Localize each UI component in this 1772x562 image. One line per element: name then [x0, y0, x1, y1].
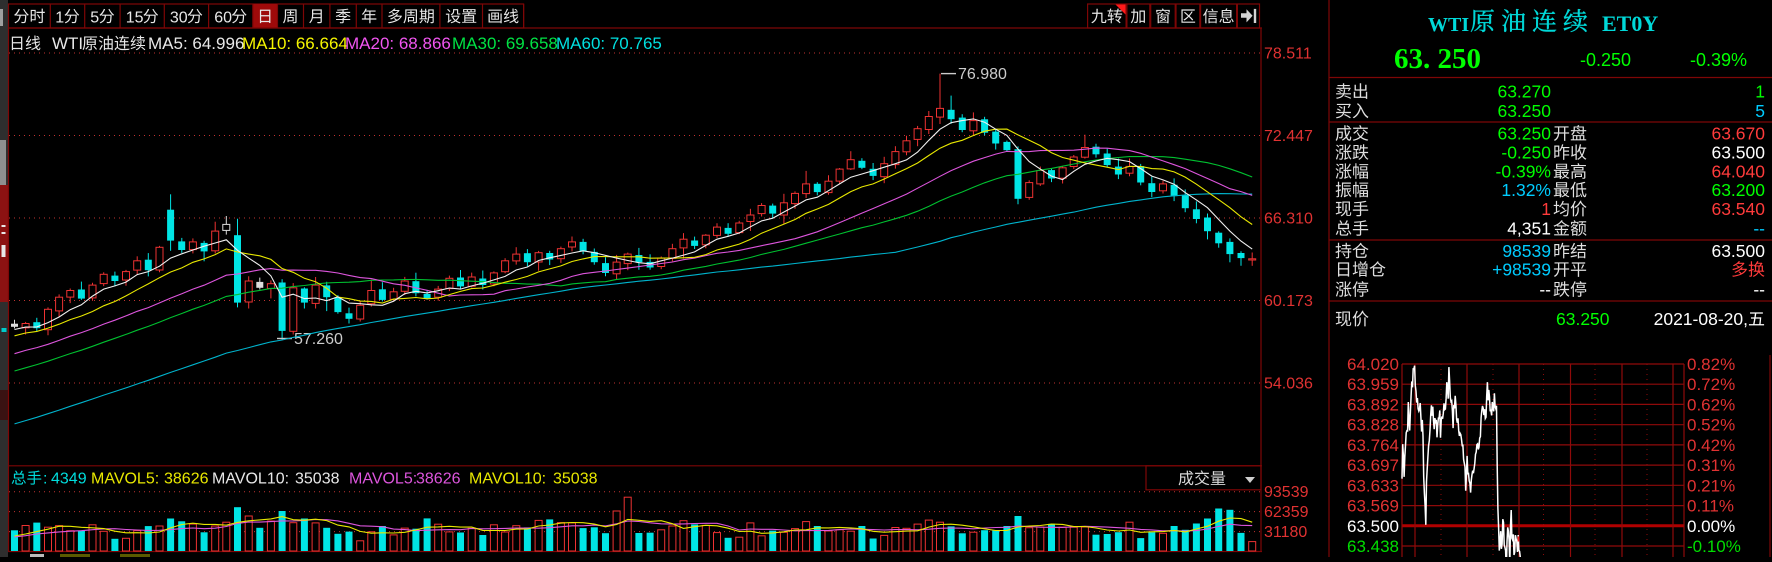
- svg-text:WTI: WTI: [52, 34, 83, 53]
- svg-text:5: 5: [90, 10, 99, 27]
- svg-text:60: 60: [214, 10, 232, 27]
- svg-text:63.438: 63.438: [1347, 537, 1399, 556]
- svg-text:0.72%: 0.72%: [1687, 375, 1735, 394]
- svg-text:0.62%: 0.62%: [1687, 395, 1735, 414]
- svg-text:-0.10%: -0.10%: [1687, 537, 1741, 556]
- svg-text:-0.250: -0.250: [1580, 50, 1631, 70]
- svg-text:64.020: 64.020: [1347, 355, 1399, 374]
- svg-text:MAVOL5:: MAVOL5:: [349, 471, 417, 488]
- svg-text:ET0Y: ET0Y: [1602, 11, 1658, 36]
- svg-text:66.310: 66.310: [1264, 211, 1313, 228]
- svg-text:0.21%: 0.21%: [1687, 476, 1735, 495]
- svg-text:30: 30: [170, 10, 188, 27]
- svg-text:0.00%: 0.00%: [1687, 517, 1735, 536]
- svg-text:63.540: 63.540: [1711, 199, 1765, 219]
- svg-text:63.250: 63.250: [1556, 309, 1610, 329]
- svg-text:0.11%: 0.11%: [1687, 497, 1734, 516]
- svg-text:63.500: 63.500: [1347, 517, 1399, 536]
- svg-text::: :: [43, 471, 47, 488]
- svg-text:-0.39%: -0.39%: [1690, 50, 1747, 70]
- svg-text:-0.250: -0.250: [1501, 143, 1551, 163]
- svg-text:MA10: 66.664: MA10: 66.664: [242, 34, 348, 53]
- svg-text:35038: 35038: [295, 471, 340, 488]
- svg-text:4349: 4349: [51, 471, 87, 488]
- svg-text:MA5: 64.996: MA5: 64.996: [148, 34, 244, 53]
- svg-text:5: 5: [1755, 101, 1765, 121]
- svg-text:1: 1: [1755, 82, 1765, 102]
- svg-text:MAVOL5:: MAVOL5:: [91, 471, 159, 488]
- svg-text:--: --: [1753, 280, 1765, 300]
- svg-text:MAVOL10:: MAVOL10:: [469, 471, 546, 488]
- svg-text:78.511: 78.511: [1264, 46, 1312, 63]
- svg-text:+98539: +98539: [1492, 260, 1551, 280]
- svg-text:98539: 98539: [1502, 241, 1551, 261]
- svg-text:63.200: 63.200: [1711, 180, 1765, 200]
- svg-text:57.260: 57.260: [294, 331, 343, 348]
- svg-text:MA60: 70.765: MA60: 70.765: [556, 34, 662, 53]
- svg-text:0.82%: 0.82%: [1687, 355, 1735, 374]
- svg-text:MA30: 69.658: MA30: 69.658: [452, 34, 558, 53]
- svg-text:72.447: 72.447: [1264, 128, 1313, 145]
- svg-text:63.959: 63.959: [1347, 375, 1399, 394]
- svg-text:63.270: 63.270: [1497, 82, 1551, 102]
- svg-text:WTI: WTI: [1428, 14, 1469, 36]
- svg-text:63.569: 63.569: [1347, 497, 1399, 516]
- svg-text:63.500: 63.500: [1711, 143, 1765, 163]
- svg-text:0.42%: 0.42%: [1687, 436, 1735, 455]
- svg-text:4,351: 4,351: [1507, 219, 1551, 239]
- svg-text:-0.39%: -0.39%: [1496, 162, 1551, 182]
- svg-text:1: 1: [55, 10, 64, 27]
- svg-text:63. 250: 63. 250: [1394, 43, 1481, 75]
- svg-text:63.250: 63.250: [1497, 101, 1551, 121]
- svg-text:38626: 38626: [164, 471, 209, 488]
- svg-text:63.892: 63.892: [1347, 395, 1399, 414]
- svg-text:63.633: 63.633: [1347, 476, 1399, 495]
- svg-text:1: 1: [1541, 199, 1551, 219]
- svg-text:62359: 62359: [1264, 504, 1309, 521]
- svg-text:63.764: 63.764: [1347, 436, 1399, 455]
- svg-text:63.500: 63.500: [1711, 241, 1765, 261]
- svg-text:--: --: [1539, 280, 1551, 300]
- svg-text:1.32%: 1.32%: [1501, 180, 1551, 200]
- svg-text:63.828: 63.828: [1347, 416, 1399, 435]
- svg-text:63.250: 63.250: [1497, 124, 1551, 144]
- svg-text:2021-08-20,: 2021-08-20,: [1654, 309, 1748, 329]
- svg-text:0.31%: 0.31%: [1687, 456, 1735, 475]
- svg-text:93539: 93539: [1264, 484, 1309, 501]
- svg-text:63.697: 63.697: [1347, 456, 1399, 475]
- svg-text:64.040: 64.040: [1711, 162, 1765, 182]
- svg-text:35038: 35038: [553, 471, 598, 488]
- svg-text:60.173: 60.173: [1264, 293, 1313, 310]
- svg-text:31180: 31180: [1264, 524, 1307, 541]
- svg-text:54.036: 54.036: [1264, 376, 1313, 393]
- svg-text:38626: 38626: [416, 471, 461, 488]
- svg-text:MAVOL10:: MAVOL10:: [212, 471, 289, 488]
- svg-text:15: 15: [126, 10, 144, 27]
- svg-text:--: --: [1753, 219, 1765, 239]
- svg-text:MA20: 68.866: MA20: 68.866: [345, 34, 451, 53]
- svg-text:76.980: 76.980: [958, 66, 1007, 83]
- svg-text:0.52%: 0.52%: [1687, 416, 1735, 435]
- svg-text:63.670: 63.670: [1711, 124, 1765, 144]
